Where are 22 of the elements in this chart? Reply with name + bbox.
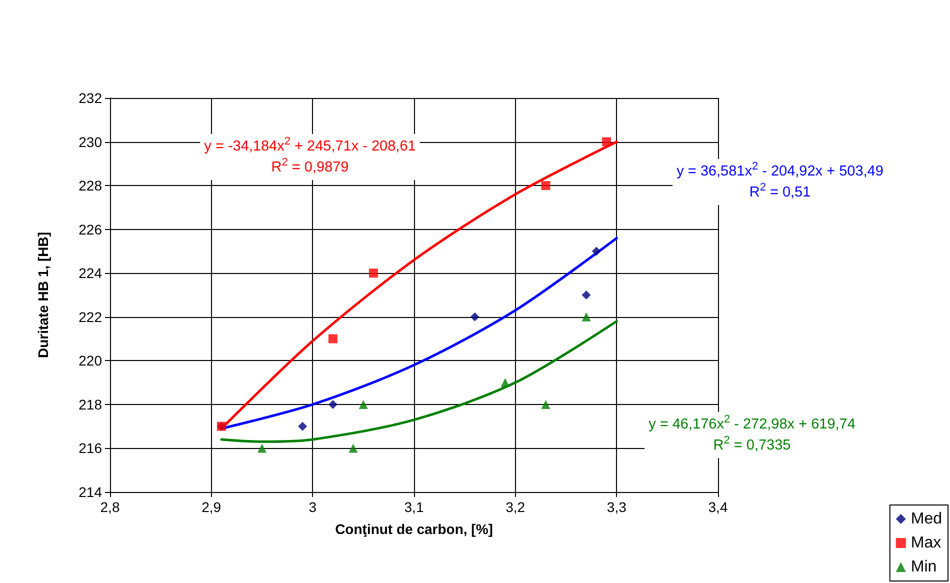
x-tick-label: 3,2 xyxy=(506,499,526,515)
legend-label: Med xyxy=(910,510,942,528)
legend-label: Max xyxy=(910,534,942,552)
y-tick-label: 216 xyxy=(78,440,102,456)
y-tick-label: 226 xyxy=(78,221,102,238)
y-tick-label: 222 xyxy=(78,308,102,325)
y-tick-label: 218 xyxy=(78,396,102,412)
x-tick-label: 3,3 xyxy=(606,499,627,515)
x-tick-label: 3,1 xyxy=(404,499,424,515)
y-tick-label: 228 xyxy=(78,178,102,194)
x-tick-label: 2,8 xyxy=(100,499,120,515)
y-tick-label: 224 xyxy=(78,265,102,282)
x-tick-label: 3,4 xyxy=(708,499,728,515)
y-tick-label: 214 xyxy=(78,484,102,500)
y-axis-title: Duritate HB 1, [HB] xyxy=(35,232,51,358)
x-axis-title: Conţinut de carbon, [%] xyxy=(335,521,493,537)
x-tick-label: 3 xyxy=(308,499,317,515)
y-tick-label: 220 xyxy=(78,352,102,369)
legend-label: Min xyxy=(910,558,937,576)
x-tick-label: 2,9 xyxy=(202,499,222,515)
y-tick-label: 230 xyxy=(78,134,102,150)
y-tick-label: 232 xyxy=(78,90,102,106)
